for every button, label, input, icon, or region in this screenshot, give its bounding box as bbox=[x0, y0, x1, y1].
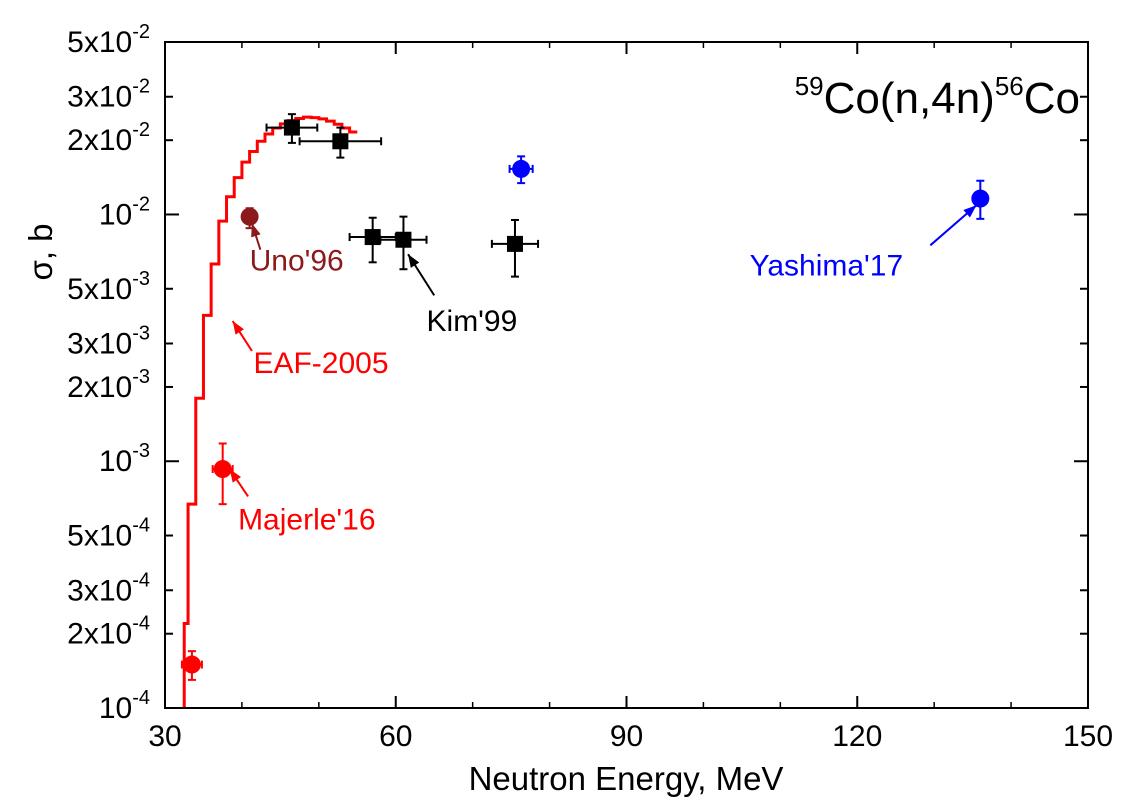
title-mid-sup: 56 bbox=[995, 71, 1024, 101]
data-point-yashima-17-2 bbox=[971, 189, 990, 208]
title-pre-sup: 59 bbox=[795, 71, 824, 101]
annotation-arrow-yashima-17 bbox=[929, 204, 978, 247]
y-tick-exponent: -3 bbox=[132, 323, 150, 345]
arrow-head bbox=[251, 223, 261, 238]
marker-layer bbox=[182, 119, 990, 674]
tick-layer bbox=[164, 41, 1089, 709]
y-tick-label: 10-2 bbox=[99, 193, 150, 231]
x-tick-label-30: 30 bbox=[148, 720, 181, 753]
y-tick-exponent: -2 bbox=[132, 119, 150, 141]
title-post: Co bbox=[1024, 74, 1080, 123]
data-point-majerle-16-1 bbox=[182, 655, 201, 674]
y-tick-exponent: -3 bbox=[132, 366, 150, 388]
y-tick-exponent: -4 bbox=[132, 613, 150, 635]
annotation-layer: Uno'96 EAF-2005 Majerle'16 Kim'99 Yashima'17 bbox=[228, 204, 978, 537]
annotation-label-kim-99: Kim'99 bbox=[427, 305, 518, 338]
y-tick-mantissa: 5x10 bbox=[67, 26, 132, 59]
annotation-label-eaf-2005: EAF-2005 bbox=[253, 347, 388, 380]
annotation-arrow-kim-99 bbox=[407, 253, 436, 296]
data-point-yashima-17-1 bbox=[512, 159, 531, 178]
chart-title: 59Co(n,4n)56Co bbox=[795, 71, 1080, 123]
y-tick-label: 10-3 bbox=[99, 440, 150, 478]
y-tick-exponent: -2 bbox=[132, 76, 150, 98]
x-tick-label-60: 60 bbox=[379, 720, 412, 753]
data-point-kim-99-2 bbox=[332, 133, 349, 150]
y-tick-mantissa: 3x10 bbox=[67, 574, 132, 607]
y-tick-mantissa: 10 bbox=[99, 692, 132, 725]
y-tick-mantissa: 2x10 bbox=[67, 124, 132, 157]
tick-label-layer: 30 60 90 120 1505x10-23x10-22x10-210-25x10-3… bbox=[67, 21, 1113, 753]
y-tick-exponent: -4 bbox=[132, 687, 150, 709]
data-point-uno-96-1 bbox=[240, 207, 259, 226]
y-tick-exponent: -2 bbox=[132, 193, 150, 215]
y-tick-mantissa: 5x10 bbox=[67, 520, 132, 553]
y-tick-mantissa: 3x10 bbox=[67, 81, 132, 114]
y-tick-label: 2x10-2 bbox=[67, 119, 150, 157]
y-axis-label: σ, b bbox=[22, 223, 59, 280]
y-tick-mantissa: 5x10 bbox=[67, 273, 132, 306]
data-point-kim-99-3 bbox=[364, 229, 381, 246]
curve-layer bbox=[182, 115, 358, 708]
arrow-head bbox=[963, 205, 977, 218]
y-tick-label: 3x10-3 bbox=[67, 323, 150, 361]
data-point-kim-99-5 bbox=[506, 235, 523, 252]
y-tick-label: 5x10-2 bbox=[67, 21, 150, 59]
annotation-label-majerle-16: Majerle'16 bbox=[238, 504, 375, 537]
data-point-kim-99-4 bbox=[395, 231, 412, 248]
y-tick-exponent: -2 bbox=[132, 21, 150, 43]
y-tick-label: 3x10-2 bbox=[67, 76, 150, 114]
y-tick-mantissa: 2x10 bbox=[67, 618, 132, 651]
data-point-majerle-16-2 bbox=[213, 460, 232, 479]
x-tick-label-150: 150 bbox=[1063, 720, 1113, 753]
series-line-eaf-2005 bbox=[182, 115, 358, 708]
annotation-label-uno-96: Uno'96 bbox=[250, 245, 344, 278]
arrow-head bbox=[408, 254, 420, 268]
annotation-arrow-eaf-2005 bbox=[231, 320, 253, 352]
y-tick-label: 2x10-3 bbox=[67, 366, 150, 404]
y-tick-exponent: -3 bbox=[132, 268, 150, 290]
y-tick-label: 2x10-4 bbox=[67, 613, 150, 651]
annotation-label-yashima-17: Yashima'17 bbox=[750, 250, 904, 283]
y-tick-mantissa: 2x10 bbox=[67, 371, 132, 404]
y-tick-exponent: -4 bbox=[132, 515, 150, 537]
y-tick-mantissa: 3x10 bbox=[67, 328, 132, 361]
y-tick-label: 10-4 bbox=[99, 687, 150, 725]
annotation-arrow-uno-96 bbox=[250, 223, 262, 250]
y-tick-mantissa: 10 bbox=[99, 445, 132, 478]
y-tick-mantissa: 10 bbox=[99, 198, 132, 231]
arrow-head bbox=[229, 469, 242, 483]
title-main: Co(n,4n) bbox=[824, 74, 995, 123]
annotation-arrow-majerle-16 bbox=[228, 468, 249, 498]
y-tick-label: 5x10-4 bbox=[67, 515, 150, 553]
y-tick-exponent: -4 bbox=[132, 569, 150, 591]
y-tick-label: 3x10-4 bbox=[67, 569, 150, 607]
error-bar-layer bbox=[180, 113, 985, 681]
x-axis-label: Neutron Energy, MeV bbox=[469, 760, 784, 797]
arrow-head bbox=[232, 321, 244, 335]
x-tick-label-90: 90 bbox=[610, 720, 643, 753]
x-tick-label-120: 120 bbox=[832, 720, 882, 753]
y-tick-label: 5x10-3 bbox=[67, 268, 150, 306]
data-point-kim-99-1 bbox=[283, 119, 300, 136]
y-tick-exponent: -3 bbox=[132, 440, 150, 462]
